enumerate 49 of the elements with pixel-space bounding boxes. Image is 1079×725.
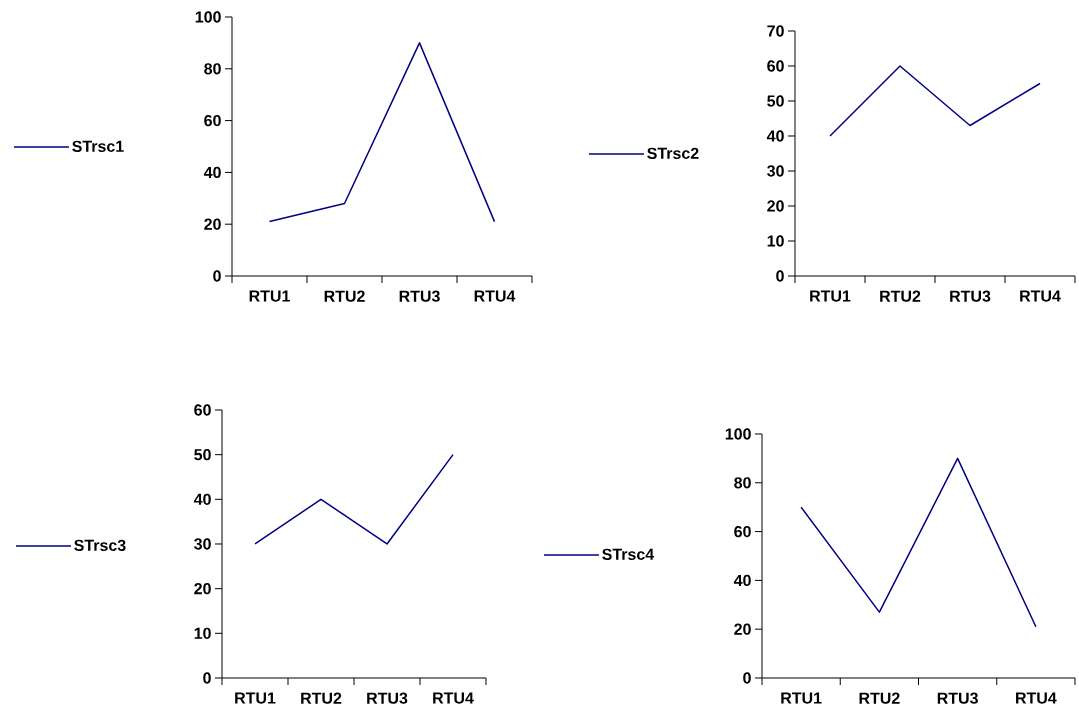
y-tick-label: 80 xyxy=(204,63,221,75)
y-tick-label: 0 xyxy=(776,270,784,282)
x-tick-label: RTU3 xyxy=(937,692,978,704)
y-tick-label: 50 xyxy=(767,95,784,107)
y-tick-label: 40 xyxy=(733,574,751,587)
legend-label: STrsc1 xyxy=(72,140,124,152)
line-series xyxy=(829,65,1041,137)
y-tick-label: 10 xyxy=(767,235,784,247)
x-tick-label: RTU4 xyxy=(1020,290,1061,302)
x-tick-label: RTU3 xyxy=(950,290,991,302)
line-series xyxy=(800,457,1037,628)
y-tick-label: 60 xyxy=(734,525,751,538)
x-tick-label: RTU1 xyxy=(235,692,276,704)
y-tick-label: 60 xyxy=(204,114,221,127)
legend-label: STrsc3 xyxy=(74,539,126,552)
y-tick-label: 10 xyxy=(194,627,211,639)
x-tick-label: RTU1 xyxy=(249,290,290,302)
x-tick-label: RTU2 xyxy=(301,692,342,704)
y-tick-label: 30 xyxy=(194,538,211,550)
legend-label: STrsc4 xyxy=(602,548,655,560)
x-tick-label: RTU2 xyxy=(880,290,921,302)
x-tick-label: RTU4 xyxy=(433,692,474,704)
x-tick-label: RTU1 xyxy=(810,290,851,302)
x-tick-label: RTU2 xyxy=(324,290,365,302)
x-tick-label: RTU3 xyxy=(367,692,408,704)
y-tick-label: 0 xyxy=(213,270,221,282)
y-tick-label: 50 xyxy=(194,449,211,461)
y-tick-label: 40 xyxy=(193,493,211,505)
y-tick-label: 0 xyxy=(743,672,751,684)
y-tick-label: 20 xyxy=(204,218,221,230)
y-tick-label: 40 xyxy=(766,130,784,142)
y-tick-label: 60 xyxy=(767,60,784,72)
y-tick-label: 100 xyxy=(195,11,221,23)
y-tick-label: 20 xyxy=(194,583,211,595)
x-tick-label: RTU1 xyxy=(781,692,822,704)
y-tick-label: 60 xyxy=(194,404,211,416)
x-tick-label: RTU4 xyxy=(474,290,516,302)
y-tick-label: 20 xyxy=(734,623,751,635)
y-tick-label: 0 xyxy=(203,672,211,684)
legend-label: STrsc2 xyxy=(647,147,699,159)
x-tick-label: RTU2 xyxy=(859,692,900,704)
y-tick-label: 70 xyxy=(767,25,784,37)
y-tick-label: 20 xyxy=(767,200,784,212)
y-tick-label: 100 xyxy=(725,428,751,440)
y-tick-label: 40 xyxy=(203,166,221,179)
x-tick-label: RTU4 xyxy=(1016,692,1057,704)
x-tick-label: RTU3 xyxy=(399,290,440,302)
y-tick-label: 80 xyxy=(734,477,751,489)
y-tick-label: 30 xyxy=(767,165,784,177)
